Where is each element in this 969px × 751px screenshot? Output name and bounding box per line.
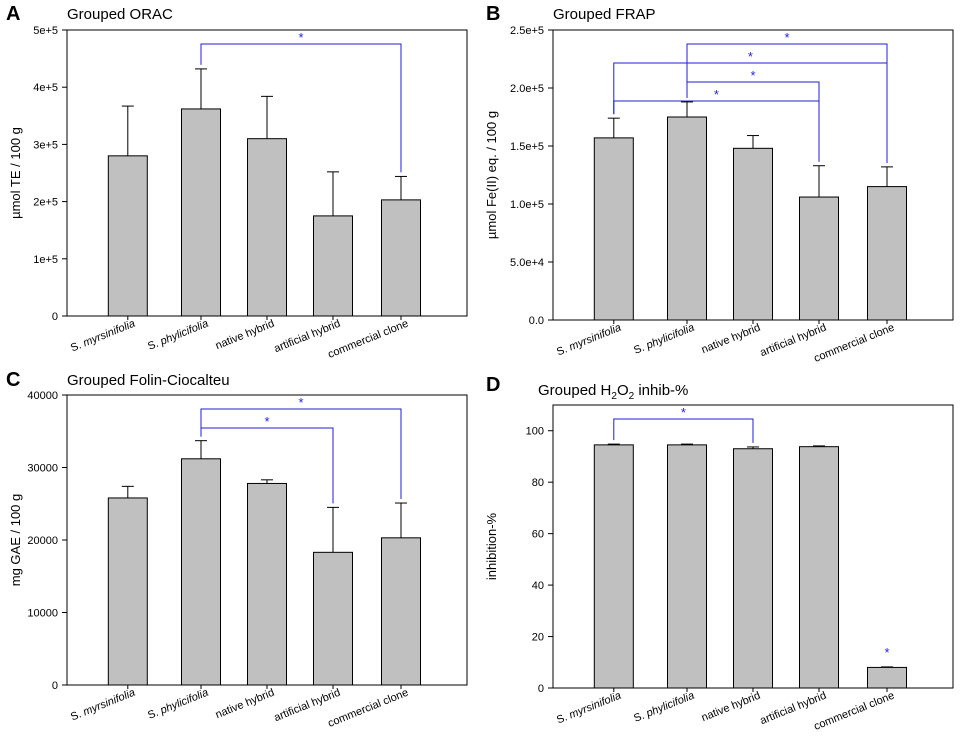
significance-bracket xyxy=(200,408,402,500)
y-tick-label: 1.5e+5 xyxy=(510,141,544,153)
y-tick-label: 80 xyxy=(532,477,544,489)
significance-star: * xyxy=(750,68,755,83)
panel-title: Grouped Folin-Ciocalteu xyxy=(67,372,230,389)
significance-star: * xyxy=(298,395,303,410)
panel-title: Grouped ORAC xyxy=(67,6,173,23)
panel-letter: B xyxy=(486,3,500,25)
y-axis-label: µmol TE / 100 g xyxy=(8,127,23,219)
bar xyxy=(867,186,907,321)
panel-title: Grouped H2O2 inhib-% xyxy=(538,382,688,402)
significance-star: * xyxy=(784,30,789,45)
bar xyxy=(181,458,221,686)
bar xyxy=(107,155,148,317)
y-tick-label: 1e+5 xyxy=(33,254,58,266)
y-tick-label: 0 xyxy=(52,311,58,323)
y-axis-label: mg GAE / 100 g xyxy=(8,494,23,587)
bar xyxy=(733,448,773,689)
bar xyxy=(867,666,907,689)
y-tick-label: 3e+5 xyxy=(33,139,58,151)
significance-bracket xyxy=(613,62,888,163)
bar xyxy=(313,215,353,317)
significance-star: * xyxy=(748,49,753,64)
y-tick-label: 2.0e+5 xyxy=(510,83,544,95)
y-tick-label: 20 xyxy=(532,632,544,644)
y-tick-label: 2.5e+5 xyxy=(510,25,544,37)
bar xyxy=(247,138,287,317)
y-tick-label: 2e+5 xyxy=(33,197,58,209)
y-tick-label: 100 xyxy=(526,426,544,438)
bar xyxy=(733,147,773,321)
significance-bracket xyxy=(613,418,754,443)
y-tick-label: 30000 xyxy=(27,463,58,475)
y-tick-label: 0.0 xyxy=(529,315,544,327)
bar xyxy=(799,196,839,321)
significance-star: * xyxy=(681,405,686,420)
panel-A: A Grouped ORAC µmol TE / 100 g 0 1e+5 2e+5 3e+… xyxy=(6,3,468,361)
y-tick-label: 10000 xyxy=(27,608,58,620)
bar xyxy=(107,497,148,686)
bar xyxy=(381,199,421,317)
y-tick-label: 0 xyxy=(52,680,58,692)
panel-title: Grouped FRAP xyxy=(553,6,656,23)
bar xyxy=(381,537,421,686)
bar xyxy=(593,444,634,689)
panel-B: B Grouped FRAP µmol Fe(II) eq. / 100 g 0.0 5… xyxy=(484,3,954,365)
bar xyxy=(799,446,839,689)
y-tick-label: 0 xyxy=(538,683,544,695)
y-tick-label: 5.0e+4 xyxy=(510,257,544,269)
significance-star: * xyxy=(298,30,303,45)
y-tick-label: 40 xyxy=(532,580,544,592)
bar xyxy=(667,444,707,689)
bar xyxy=(181,108,221,317)
bar xyxy=(313,551,353,686)
panel-letter: C xyxy=(6,369,20,391)
significance-bracket xyxy=(613,100,820,162)
significance-star: * xyxy=(884,645,889,660)
y-tick-label: 5e+5 xyxy=(33,25,58,37)
significance-bracket xyxy=(200,43,402,173)
significance-star: * xyxy=(264,414,269,429)
panel-letter: D xyxy=(486,374,500,396)
significance-bracket xyxy=(200,427,334,504)
bar xyxy=(667,116,707,321)
y-tick-label: 4e+5 xyxy=(33,82,58,94)
significance-star: * xyxy=(714,87,719,102)
y-axis-label: µmol Fe(II) eq. / 100 g xyxy=(484,111,499,239)
y-axis-label: inhibition-% xyxy=(484,512,499,580)
y-tick-label: 20000 xyxy=(27,535,58,547)
y-tick-label: 60 xyxy=(532,529,544,541)
panel-letter: A xyxy=(6,3,20,25)
y-tick-label: 1.0e+5 xyxy=(510,199,544,211)
y-tick-label: 40000 xyxy=(27,390,58,402)
bar xyxy=(593,137,634,321)
bar xyxy=(247,482,287,686)
